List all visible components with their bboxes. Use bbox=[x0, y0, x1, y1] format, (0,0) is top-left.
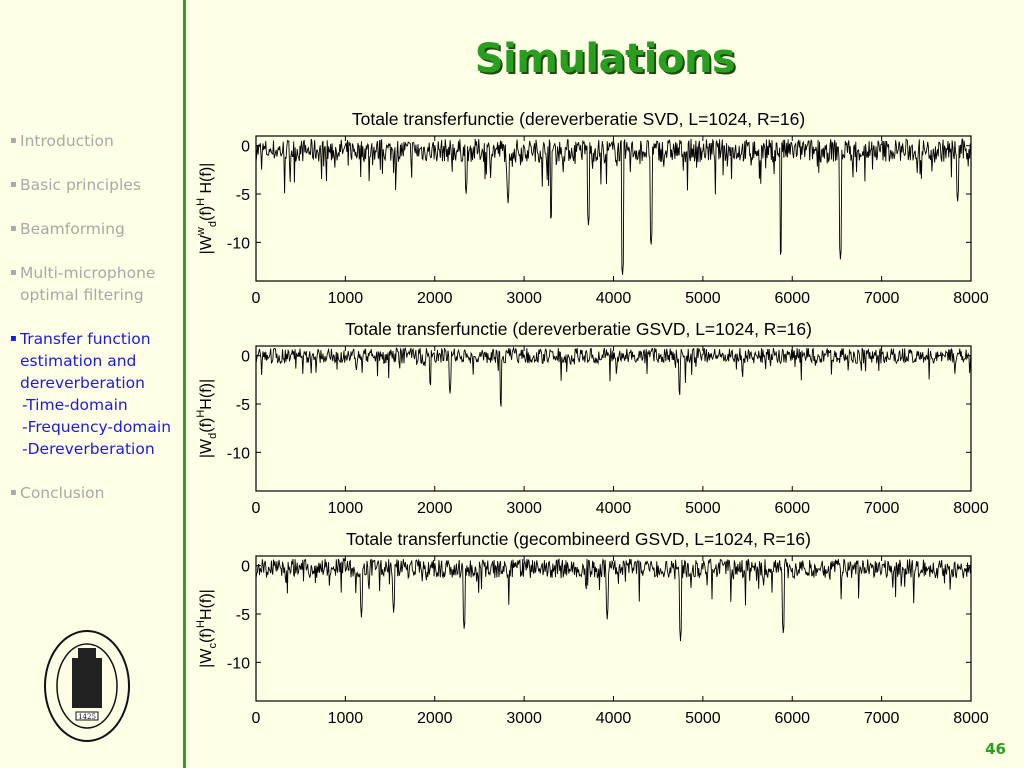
bullet-icon: ▪ bbox=[10, 487, 17, 498]
university-seal-icon: 1425 bbox=[44, 630, 130, 742]
x-tick-label: 7000 bbox=[864, 710, 900, 727]
x-tick-label: 8000 bbox=[953, 710, 989, 727]
sidebar-item-label: Introduction bbox=[20, 132, 114, 150]
sidebar-nav: ▪ Introduction ▪ Basic principles ▪ Beamformi… bbox=[10, 130, 182, 526]
y-tick-label: 0 bbox=[241, 139, 250, 156]
sidebar-item-3[interactable]: ▪ Beamforming bbox=[10, 218, 182, 240]
ylabel-mid: (f) bbox=[198, 206, 215, 221]
x-tick-label: 0 bbox=[252, 500, 261, 517]
ylabel-sub: d bbox=[207, 221, 219, 227]
y-tick-label: 0 bbox=[241, 559, 250, 576]
x-tick-label: 5000 bbox=[685, 290, 721, 307]
x-tick-label: 0 bbox=[252, 710, 261, 727]
chart-2: Totale transferfunctie (dereverberatie G… bbox=[195, 319, 989, 517]
sidebar-item-label: optimal filtering bbox=[20, 286, 144, 304]
ylabel-sup2: H bbox=[195, 410, 207, 418]
chart-title: Totale transferfunctie (dereverberatie S… bbox=[352, 109, 805, 129]
y-axis-label: |Wd(f)HH(f)| bbox=[195, 379, 219, 458]
sidebar-item-2[interactable]: ▪ Basic principles bbox=[10, 174, 182, 196]
series-line bbox=[255, 346, 972, 407]
x-tick-label: 5000 bbox=[685, 710, 721, 727]
ylabel-sup2: H bbox=[195, 620, 207, 628]
sidebar-item-label: estimation and bbox=[20, 352, 137, 370]
sidebar-subitem-label[interactable]: -Dereverberation bbox=[22, 440, 155, 458]
x-tick-label: 4000 bbox=[596, 500, 632, 517]
x-tick-label: 6000 bbox=[774, 290, 810, 307]
x-tick-label: 1000 bbox=[328, 710, 364, 727]
bullet-icon: ▪ bbox=[10, 333, 17, 344]
y-tick-label: -10 bbox=[227, 655, 250, 672]
y-tick-label: -5 bbox=[236, 187, 250, 204]
x-tick-label: 3000 bbox=[506, 500, 542, 517]
x-tick-label: 8000 bbox=[953, 290, 989, 307]
sidebar-item-label: dereverberation bbox=[20, 374, 145, 392]
sidebar-item-1[interactable]: ▪ Introduction bbox=[10, 130, 182, 152]
ylabel-sup: w bbox=[195, 227, 207, 236]
slide-title: Simulations bbox=[474, 36, 736, 82]
ylabel-sub: c bbox=[207, 643, 219, 649]
y-tick-label: -5 bbox=[236, 397, 250, 414]
sidebar-item-4[interactable]: ▪ Multi-microphone optimal filtering bbox=[10, 262, 182, 306]
y-tick-label: -5 bbox=[236, 607, 250, 624]
plot-area bbox=[255, 555, 972, 702]
seal-year: 1425 bbox=[78, 713, 96, 721]
ylabel-base: |W bbox=[198, 234, 215, 254]
chart-title: Totale transferfunctie (gecombineerd GSV… bbox=[346, 529, 811, 549]
sidebar-item-6[interactable]: ▪ Conclusion bbox=[10, 482, 182, 504]
x-tick-label: 1000 bbox=[328, 290, 364, 307]
x-tick-label: 6000 bbox=[774, 710, 810, 727]
sidebar-item-5[interactable]: ▪ Transfer function estimation and dereverb… bbox=[10, 328, 182, 460]
ylabel-mid: (f) bbox=[198, 418, 215, 433]
x-tick-label: 3000 bbox=[506, 290, 542, 307]
x-tick-label: 8000 bbox=[953, 500, 989, 517]
sidebar-subitem-label[interactable]: -Frequency-domain bbox=[22, 418, 172, 436]
chart-1: Totale transferfunctie (dereverberatie S… bbox=[195, 109, 989, 307]
bullet-icon: ▪ bbox=[10, 267, 17, 278]
bullet-icon: ▪ bbox=[10, 179, 17, 190]
sidebar-item-label: Beamforming bbox=[20, 220, 125, 238]
bullet-icon: ▪ bbox=[10, 135, 17, 146]
chart-title: Totale transferfunctie (dereverberatie G… bbox=[345, 319, 812, 339]
y-tick-label: -10 bbox=[227, 235, 250, 252]
plot-area bbox=[255, 345, 972, 492]
x-tick-label: 4000 bbox=[596, 710, 632, 727]
x-tick-label: 4000 bbox=[596, 290, 632, 307]
ylabel-sub: d bbox=[207, 433, 219, 439]
ylabel-base: |W bbox=[198, 438, 215, 458]
series-line bbox=[255, 557, 972, 642]
x-tick-label: 2000 bbox=[417, 710, 453, 727]
sidebar-item-label: Transfer function bbox=[20, 330, 151, 348]
ylabel-tail: H(f)| bbox=[198, 589, 215, 620]
chart-3: Totale transferfunctie (gecombineerd GSV… bbox=[195, 529, 989, 727]
ylabel-base: |W bbox=[198, 648, 215, 668]
y-axis-label: |Wwd(f)H H(f)| bbox=[195, 163, 219, 255]
x-tick-label: 6000 bbox=[774, 500, 810, 517]
sidebar-item-label: Multi-microphone bbox=[20, 264, 156, 282]
y-axis-label: |Wc(f)HH(f)| bbox=[195, 589, 219, 668]
ylabel-tail: H(f)| bbox=[198, 379, 215, 410]
sidebar-subitem-label[interactable]: -Time-domain bbox=[22, 396, 128, 414]
ylabel-sup2: H bbox=[195, 198, 207, 206]
x-tick-label: 3000 bbox=[506, 710, 542, 727]
x-tick-label: 7000 bbox=[864, 500, 900, 517]
x-tick-label: 7000 bbox=[864, 290, 900, 307]
charts-panel: Totale transferfunctie (dereverberatie S… bbox=[195, 109, 989, 727]
sidebar-divider bbox=[183, 0, 186, 768]
page-number: 46 bbox=[985, 740, 1006, 758]
x-tick-label: 0 bbox=[252, 290, 261, 307]
ylabel-tail: H(f)| bbox=[198, 163, 215, 198]
y-tick-label: -10 bbox=[227, 445, 250, 462]
y-tick-label: 0 bbox=[241, 349, 250, 366]
x-tick-label: 5000 bbox=[685, 500, 721, 517]
bullet-icon: ▪ bbox=[10, 223, 17, 234]
x-tick-label: 2000 bbox=[417, 290, 453, 307]
x-tick-label: 2000 bbox=[417, 500, 453, 517]
sidebar-item-label: Basic principles bbox=[20, 176, 141, 194]
sidebar-item-label: Conclusion bbox=[20, 484, 105, 502]
ylabel-mid: (f) bbox=[198, 628, 215, 643]
x-tick-label: 1000 bbox=[328, 500, 364, 517]
